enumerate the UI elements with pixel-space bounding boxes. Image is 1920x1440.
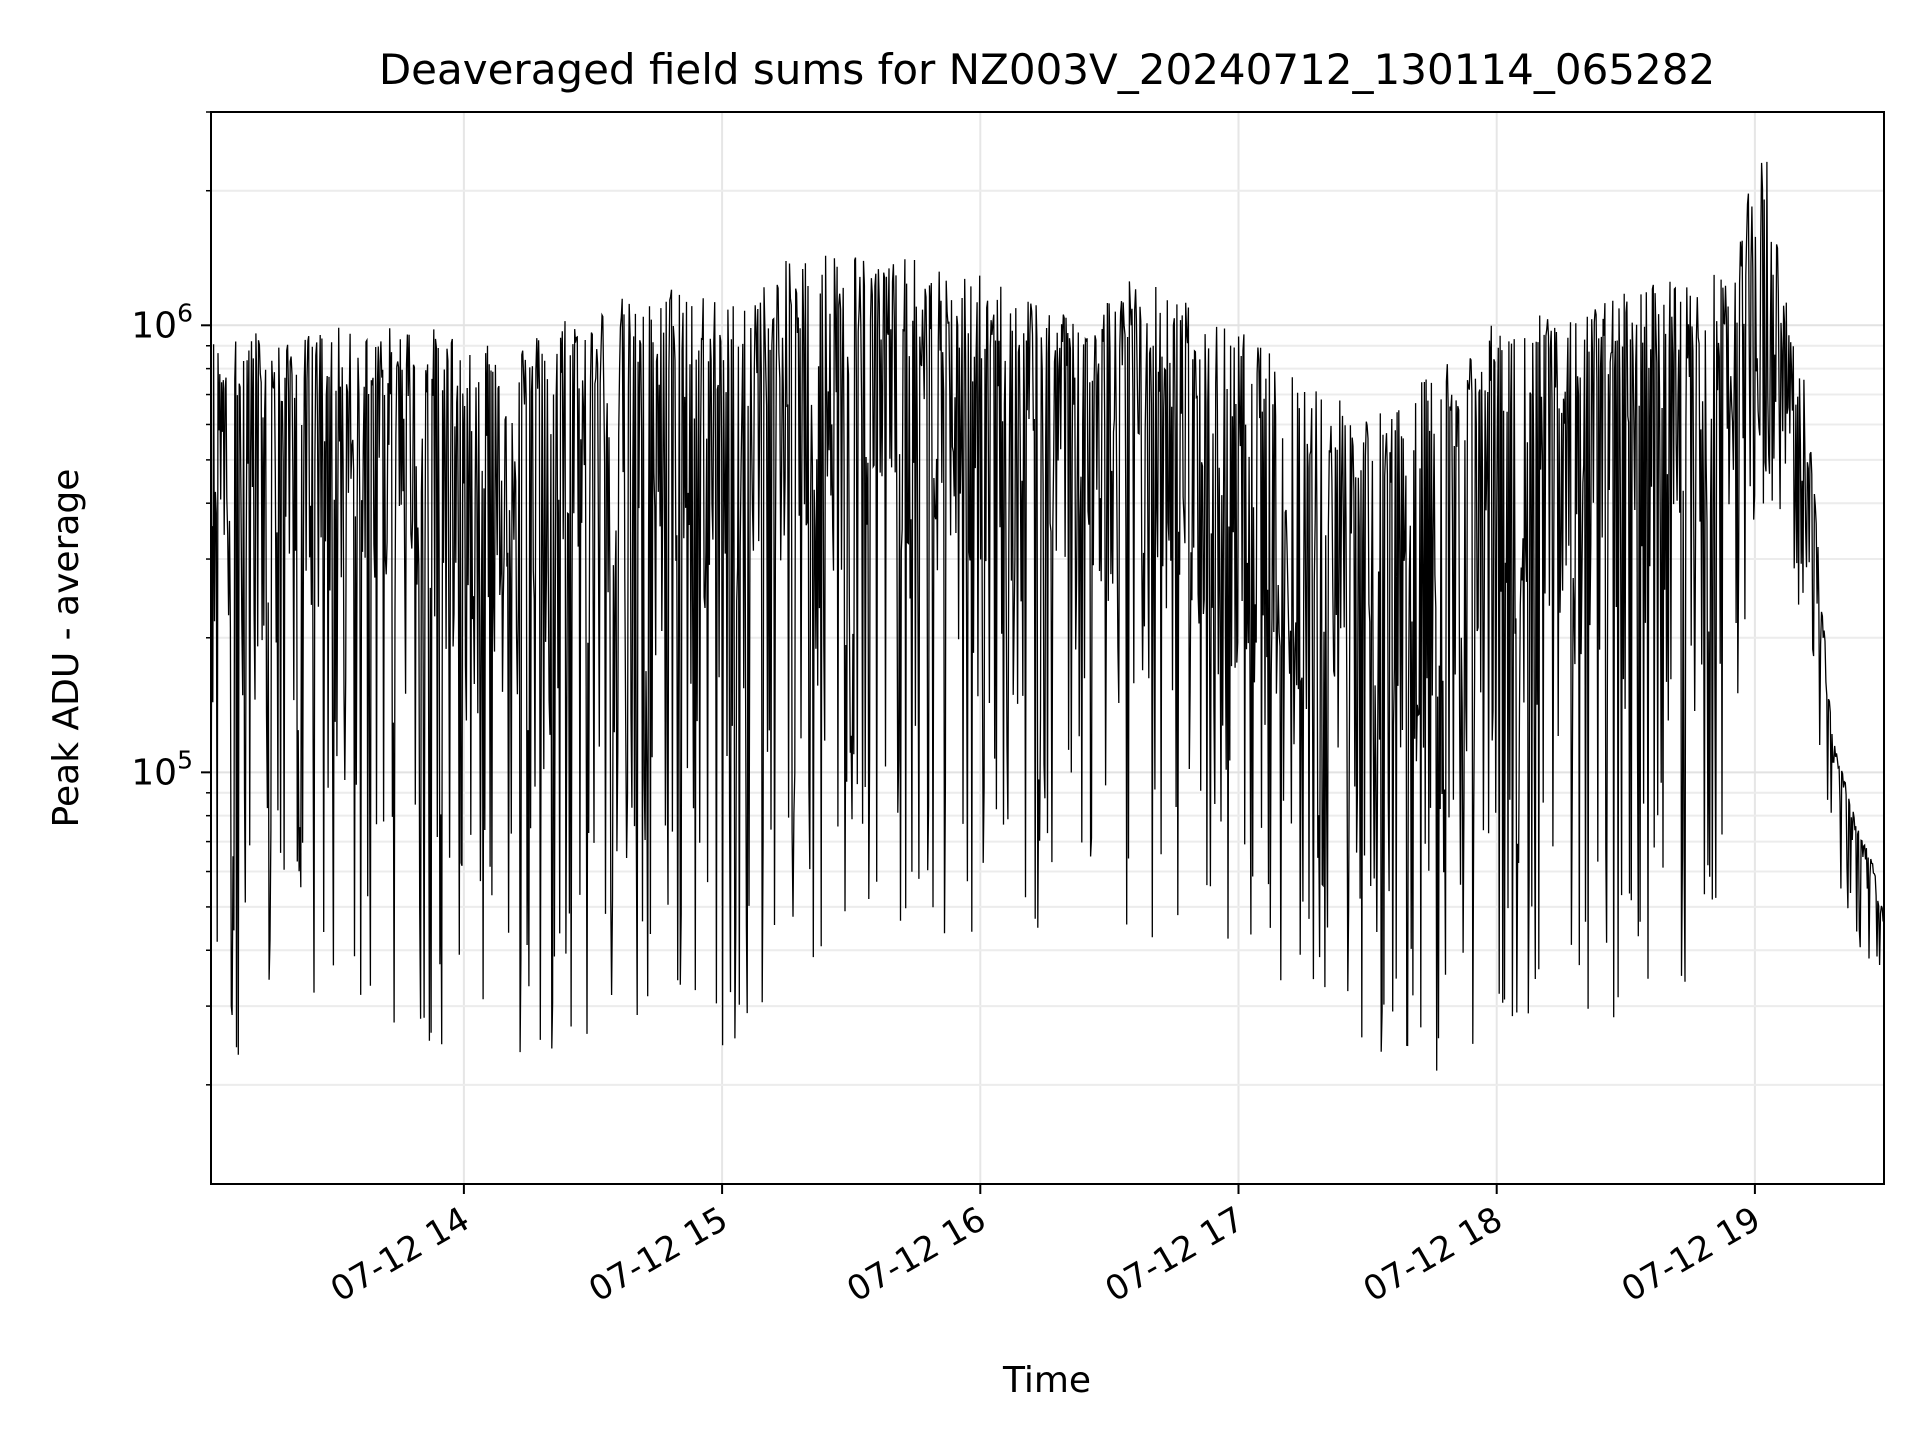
chart-title: Deaveraged field sums for NZ003V_2024071… <box>379 45 1715 94</box>
axes-frame <box>210 111 1885 1185</box>
y-tick-label: 106 <box>131 298 193 346</box>
y-tick-label: 105 <box>131 745 193 793</box>
y-axis-ticks: 105 106 <box>131 111 211 1086</box>
x-axis-label: Time <box>1002 1360 1091 1401</box>
y-axis-label: Peak ADU - average <box>46 469 87 828</box>
series-line-group <box>211 161 1884 1071</box>
series-line <box>211 161 1884 1071</box>
